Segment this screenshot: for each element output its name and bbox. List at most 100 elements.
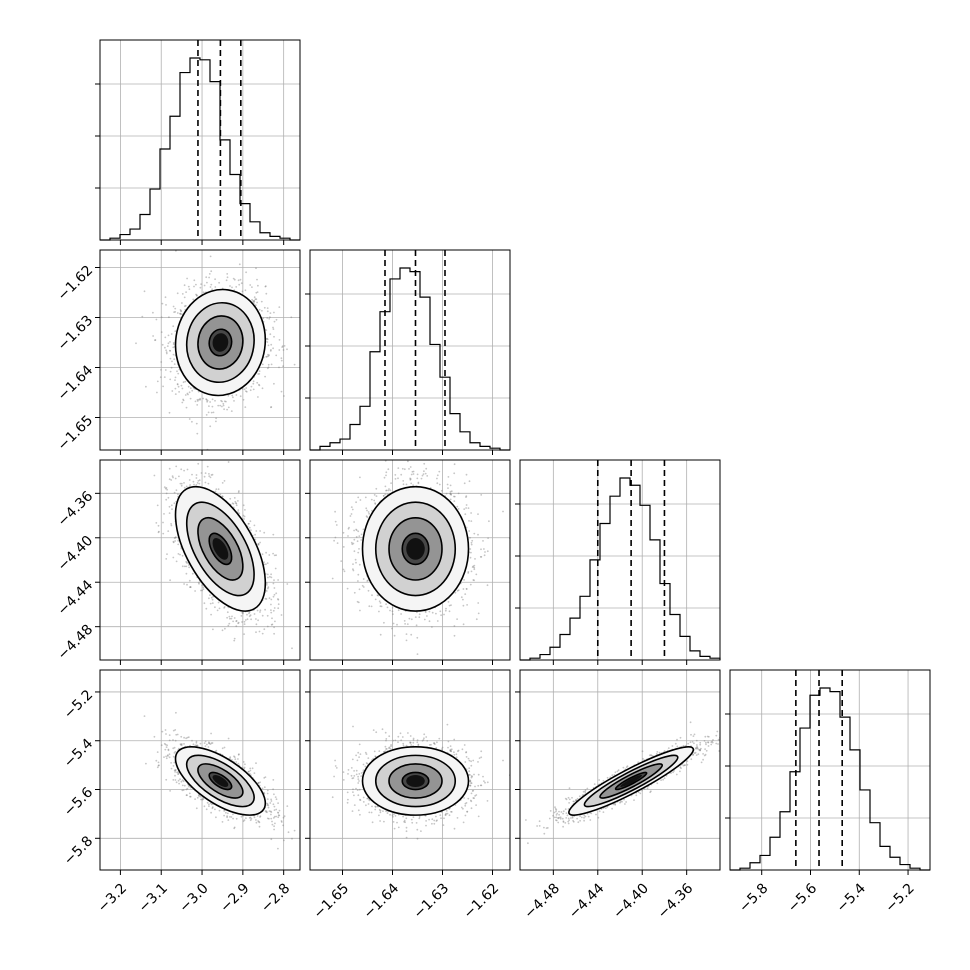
- sample-point: [209, 401, 212, 403]
- sample-point: [170, 524, 173, 527]
- sample-point: [174, 311, 177, 313]
- sample-point: [188, 288, 191, 291]
- sample-point: [168, 467, 171, 470]
- sample-point: [273, 607, 276, 609]
- sample-point: [180, 484, 183, 487]
- sample-point: [272, 582, 275, 585]
- sample-point: [242, 398, 245, 401]
- histogram-step: [730, 687, 930, 871]
- sample-point: [450, 490, 453, 493]
- sample-point: [205, 607, 208, 610]
- sample-point: [183, 284, 186, 287]
- sample-point: [145, 385, 147, 388]
- sample-point: [266, 317, 269, 319]
- sample-point: [172, 540, 175, 543]
- sample-point: [277, 603, 280, 606]
- panel-content: [310, 460, 510, 660]
- sample-point: [385, 603, 387, 605]
- sample-point: [168, 512, 171, 514]
- sample-point: [259, 541, 261, 544]
- sample-point: [187, 385, 190, 388]
- sample-point: [270, 598, 273, 601]
- sample-point: [182, 398, 185, 401]
- sample-point: [249, 389, 252, 392]
- sample-point: [351, 543, 354, 546]
- sample-point: [242, 504, 245, 507]
- density-core: [212, 333, 229, 352]
- sample-point: [206, 400, 209, 403]
- sample-point: [269, 333, 272, 336]
- sample-point: [178, 475, 180, 478]
- contour-line: [197, 315, 244, 370]
- sample-point: [183, 482, 185, 484]
- sample-point: [210, 613, 213, 616]
- sample-point: [188, 579, 191, 582]
- sample-point: [205, 414, 208, 416]
- sample-point: [170, 366, 173, 369]
- sample-point: [243, 620, 246, 623]
- sample-point: [165, 498, 168, 501]
- sample-point: [266, 562, 269, 564]
- sample-point: [237, 500, 239, 502]
- sample-point: [266, 367, 269, 370]
- sample-point: [267, 366, 270, 369]
- sample-point: [265, 584, 268, 586]
- sample-point: [449, 484, 452, 487]
- sample-point: [181, 565, 184, 568]
- sample-point: [265, 563, 267, 566]
- sample-point: [177, 553, 180, 555]
- sample-point: [174, 477, 177, 480]
- sample-point: [209, 255, 212, 258]
- sample-point: [177, 493, 179, 496]
- sample-point: [263, 531, 266, 534]
- sample-point: [270, 406, 272, 409]
- sample-point: [173, 458, 175, 460]
- sample-point: [170, 523, 173, 525]
- sample-point: [260, 300, 263, 303]
- sample-point: [238, 283, 241, 286]
- sample-point: [165, 352, 168, 355]
- sample-point: [156, 504, 159, 507]
- sample-point: [199, 398, 202, 401]
- sample-point: [266, 355, 268, 358]
- sample-point: [256, 301, 258, 304]
- sample-point: [193, 483, 195, 486]
- sample-point: [227, 461, 230, 463]
- sample-point: [183, 486, 186, 489]
- sample-point: [210, 270, 213, 273]
- sample-point: [267, 355, 270, 358]
- sample-point: [373, 494, 376, 496]
- sample-point: [157, 531, 160, 534]
- sample-point: [277, 607, 280, 610]
- sample-point: [258, 630, 261, 633]
- density-core: [212, 537, 229, 560]
- sample-point: [159, 376, 162, 379]
- sample-point: [281, 345, 284, 347]
- sample-point: [164, 487, 167, 490]
- sample-point: [223, 480, 226, 482]
- sample-point: [261, 614, 264, 617]
- sample-point: [231, 615, 233, 618]
- sample-point: [269, 316, 271, 319]
- sample-point: [232, 396, 234, 399]
- sample-point: [253, 302, 255, 304]
- contour-line: [185, 301, 255, 384]
- sample-point: [265, 582, 268, 585]
- sample-point: [293, 363, 296, 366]
- sample-point: [176, 312, 179, 314]
- sample-point: [191, 473, 193, 476]
- sample-point: [267, 587, 269, 590]
- sample-point: [261, 387, 264, 390]
- sample-point: [244, 509, 246, 511]
- sample-point: [180, 313, 182, 315]
- sample-point: [218, 281, 221, 284]
- sample-point: [251, 298, 254, 301]
- sample-point: [270, 573, 272, 576]
- sample-point: [231, 394, 234, 397]
- sample-point: [201, 584, 204, 587]
- sample-point: [194, 400, 197, 403]
- sample-point: [335, 524, 338, 526]
- sample-point: [266, 573, 269, 576]
- sample-point: [156, 391, 158, 394]
